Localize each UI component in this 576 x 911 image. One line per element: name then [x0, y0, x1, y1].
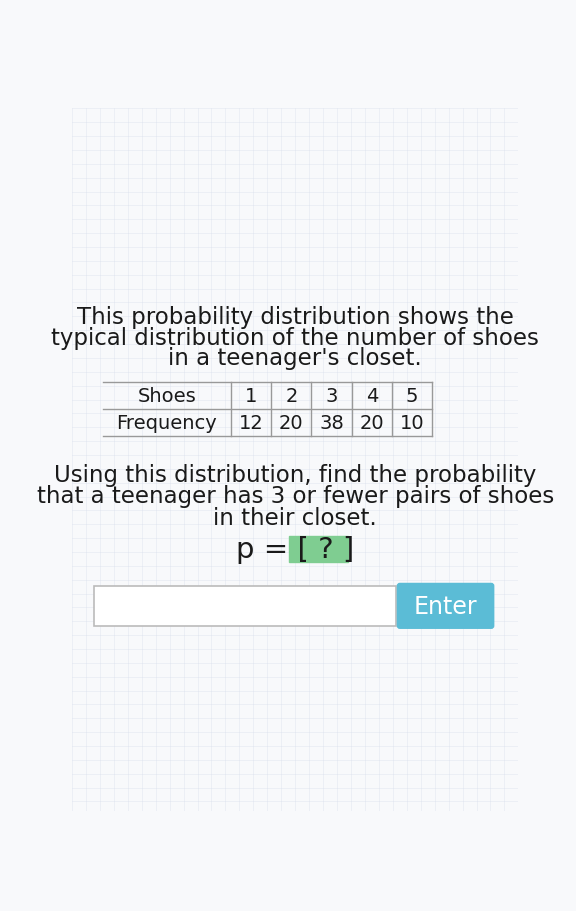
Text: in their closet.: in their closet.: [213, 507, 377, 529]
Text: 20: 20: [359, 414, 384, 432]
Text: 20: 20: [279, 414, 304, 432]
Text: p = [ ? ]: p = [ ? ]: [236, 536, 354, 563]
Text: Enter: Enter: [414, 594, 478, 619]
Text: 38: 38: [319, 414, 344, 432]
Text: that a teenager has 3 or fewer pairs of shoes: that a teenager has 3 or fewer pairs of …: [36, 485, 554, 507]
FancyBboxPatch shape: [94, 586, 396, 626]
Text: Using this distribution, find the probability: Using this distribution, find the probab…: [54, 463, 536, 486]
FancyBboxPatch shape: [289, 537, 348, 562]
Text: 10: 10: [400, 414, 425, 432]
Text: Shoes: Shoes: [138, 386, 196, 405]
FancyBboxPatch shape: [397, 583, 494, 630]
Text: 1: 1: [245, 386, 257, 405]
Text: This probability distribution shows the: This probability distribution shows the: [77, 305, 514, 329]
Text: 4: 4: [366, 386, 378, 405]
Text: 12: 12: [238, 414, 263, 432]
Text: 2: 2: [285, 386, 298, 405]
Text: 5: 5: [406, 386, 419, 405]
Text: typical distribution of the number of shoes: typical distribution of the number of sh…: [51, 326, 539, 349]
Text: 3: 3: [325, 386, 338, 405]
Text: in a teenager's closet.: in a teenager's closet.: [168, 347, 422, 370]
Text: Frequency: Frequency: [116, 414, 217, 432]
